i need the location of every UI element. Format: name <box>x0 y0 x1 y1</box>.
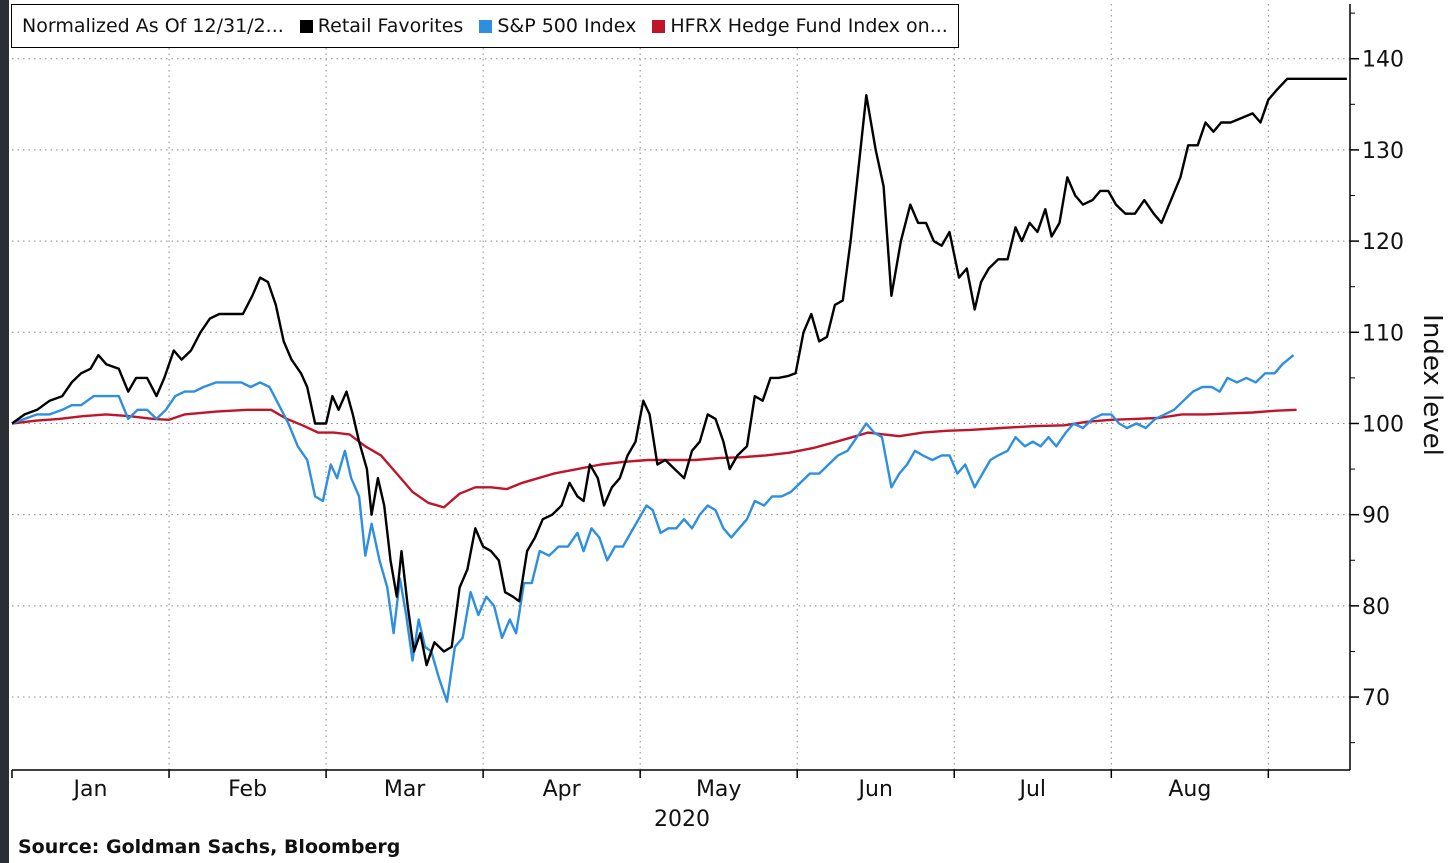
source-note: Source: Goldman Sachs, Bloomberg <box>18 836 401 858</box>
y-tick-label: 110 <box>1362 321 1404 346</box>
series-line-hfrx <box>11 408 1297 509</box>
legend-item-retail-favorites: Retail Favorites <box>299 15 464 37</box>
x-tick-label: Jul <box>1018 777 1047 802</box>
series-line-retail-favorites <box>11 77 1347 667</box>
y-tick-label: 100 <box>1362 412 1404 437</box>
x-axis-title: 2020 <box>654 807 710 832</box>
series-lines <box>11 77 1347 703</box>
x-tick-label: Jan <box>72 777 108 802</box>
legend-item-hfrx: HFRX Hedge Fund Index on... <box>652 15 948 37</box>
y-tick-label: 80 <box>1362 595 1390 620</box>
x-tick-label: May <box>696 777 741 802</box>
window-edge <box>0 0 9 863</box>
legend-label: S&P 500 Index <box>497 15 637 37</box>
y-tick-label: 120 <box>1362 230 1404 255</box>
legend-label: Retail Favorites <box>317 15 464 37</box>
x-tick-label: Apr <box>543 777 582 802</box>
legend-title-text: Normalized As Of 12/31/2... <box>22 15 284 37</box>
y-tick-label: 70 <box>1362 686 1390 711</box>
legend-label: HFRX Hedge Fund Index on... <box>670 15 948 37</box>
y-tick-label: 90 <box>1362 504 1390 529</box>
legend-swatch <box>652 19 666 33</box>
legend-item-sp500: S&P 500 Index <box>479 15 636 37</box>
x-tick-label: Jun <box>857 777 893 802</box>
grid <box>12 4 1350 770</box>
x-tick-label: Feb <box>228 777 267 802</box>
y-tick-label: 140 <box>1362 48 1404 73</box>
y-axis-title: Index level <box>1417 314 1447 456</box>
x-tick-label: Mar <box>384 777 426 802</box>
series-line-sp500 <box>11 354 1295 703</box>
x-tick-label: Aug <box>1168 777 1211 802</box>
legend-title: Normalized As Of 12/31/2... <box>22 15 284 37</box>
legend: Normalized As Of 12/31/2... Retail Favor… <box>11 4 959 48</box>
legend-swatch <box>299 19 313 33</box>
legend-swatch <box>479 19 493 33</box>
y-tick-label: 130 <box>1362 139 1404 164</box>
axes: 70 80 90 100 110 120 130 140 Jan Feb Mar Apr May Jun J… <box>11 4 1404 802</box>
